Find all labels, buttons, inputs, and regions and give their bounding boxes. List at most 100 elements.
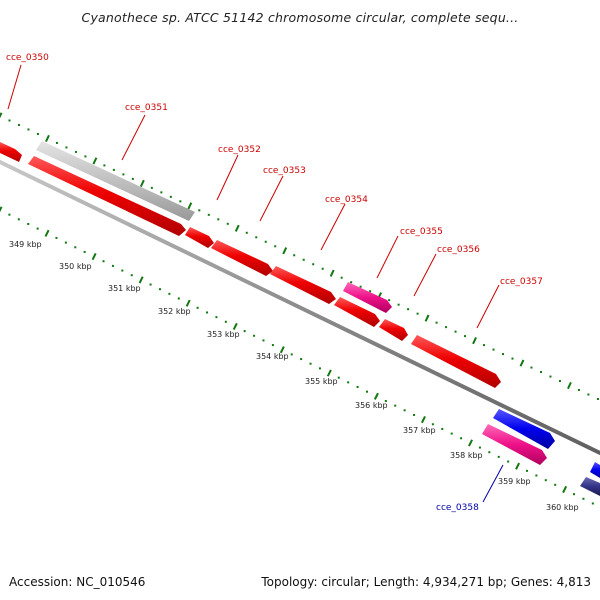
gene-label-cce-0355[interactable]: cce_0355 bbox=[400, 227, 443, 237]
ruler-dot bbox=[492, 348, 495, 351]
gene-label-cce-0353[interactable]: cce_0353 bbox=[263, 166, 306, 176]
gene-label-cce-0357[interactable]: cce_0357 bbox=[500, 277, 543, 287]
gene-label-cce-0351[interactable]: cce_0351 bbox=[125, 103, 168, 113]
gene-feature-cce-0355[interactable] bbox=[334, 297, 380, 327]
ruler-dot bbox=[441, 427, 444, 430]
gene-label-cce-0356[interactable]: cce_0356 bbox=[437, 245, 480, 255]
callout-line-cce-0352 bbox=[216, 154, 239, 201]
tick-label-357: 357 kbp bbox=[403, 426, 436, 435]
ruler-dot bbox=[388, 299, 391, 302]
ruler-dot bbox=[206, 311, 209, 314]
gene-feature-cce-0354[interactable] bbox=[343, 282, 392, 313]
genome-backbone bbox=[0, 160, 600, 455]
ruler-tick bbox=[91, 253, 97, 261]
ruler-dot bbox=[525, 469, 528, 472]
ruler-dot bbox=[55, 236, 58, 239]
tick-label-350: 350 kbp bbox=[59, 262, 92, 271]
ruler-tick bbox=[424, 314, 430, 322]
ruler-dot bbox=[582, 497, 585, 500]
ruler-dot bbox=[179, 200, 182, 203]
tick-label-353: 353 kbp bbox=[207, 330, 240, 339]
ruler-dot bbox=[224, 320, 227, 323]
gene-feature-cce-0353b[interactable] bbox=[270, 266, 336, 304]
ruler-dot bbox=[271, 344, 274, 347]
gene-label-cce-0358[interactable]: cce_0358 bbox=[436, 503, 479, 513]
ruler-dot bbox=[168, 292, 171, 295]
ruler-dot bbox=[302, 258, 305, 261]
gene-feature-blue-1[interactable] bbox=[493, 409, 555, 449]
gene-feature-cce-0353[interactable] bbox=[211, 240, 273, 276]
ruler-dot bbox=[397, 303, 400, 306]
ruler-dot bbox=[8, 213, 11, 216]
outer-ruler-ring bbox=[0, 112, 599, 401]
gene-feature-cce-0358[interactable] bbox=[482, 424, 547, 465]
gene-feature-navy[interactable] bbox=[580, 477, 600, 496]
ruler-tick bbox=[373, 392, 379, 400]
ruler-dot bbox=[177, 297, 180, 300]
ruler-dot bbox=[535, 474, 538, 477]
ruler-dot bbox=[112, 168, 115, 171]
gene-feature-cce-0350[interactable] bbox=[0, 142, 22, 162]
ruler-dot bbox=[300, 358, 303, 361]
ruler-dot bbox=[497, 455, 500, 458]
ruler-dot bbox=[103, 164, 106, 167]
ruler-dot bbox=[83, 250, 86, 253]
gene-feature-blue-2[interactable] bbox=[590, 462, 600, 478]
tick-label-360: 360 kbp bbox=[546, 503, 579, 512]
ruler-tick bbox=[282, 247, 288, 255]
tick-label-355: 355 kbp bbox=[305, 377, 338, 386]
ruler-tick bbox=[185, 299, 191, 307]
ruler-dot bbox=[539, 371, 542, 374]
gene-feature-cce-0351-lower[interactable] bbox=[28, 156, 186, 236]
ruler-dot bbox=[591, 502, 594, 505]
ruler-dot bbox=[340, 276, 343, 279]
ruler-dot bbox=[130, 274, 133, 277]
ruler-tick bbox=[519, 359, 525, 367]
ruler-tick bbox=[45, 134, 50, 143]
ruler-tick bbox=[187, 202, 193, 210]
callout-line-cce-0354 bbox=[320, 203, 346, 251]
ruler-tick bbox=[567, 381, 572, 390]
ruler-dot bbox=[255, 236, 258, 239]
ruler-dot bbox=[350, 281, 353, 284]
ruler-dot bbox=[36, 227, 39, 230]
ruler-dot bbox=[347, 381, 350, 384]
scale-tick-labels: 349 kbp 350 kbp 351 kbp 352 kbp 353 kbp … bbox=[9, 240, 579, 512]
ruler-tick bbox=[234, 224, 240, 232]
ruler-dot bbox=[8, 119, 11, 122]
ruler-dot bbox=[149, 283, 152, 286]
ruler-dot bbox=[507, 460, 510, 463]
ruler-dot bbox=[17, 218, 20, 221]
callout-line-cce-0350 bbox=[7, 64, 22, 110]
ruler-dot bbox=[150, 186, 153, 189]
ruler-dot bbox=[431, 423, 434, 426]
gene-feature-cce-0352[interactable] bbox=[185, 227, 214, 248]
gene-label-cce-0352[interactable]: cce_0352 bbox=[218, 145, 261, 155]
ruler-dot bbox=[511, 357, 514, 360]
ruler-dot bbox=[407, 308, 410, 311]
ruler-dot bbox=[558, 380, 561, 383]
gene-label-cce-0350[interactable]: cce_0350 bbox=[6, 53, 49, 63]
ruler-dot bbox=[215, 316, 218, 319]
ruler-dot bbox=[321, 267, 324, 270]
gene-feature-cce-0351[interactable] bbox=[36, 141, 195, 221]
ruler-dot bbox=[577, 389, 580, 392]
gene-label-cce-0354[interactable]: cce_0354 bbox=[325, 195, 368, 205]
ruler-tick bbox=[138, 276, 144, 284]
ruler-dot bbox=[312, 263, 315, 266]
ruler-tick bbox=[329, 269, 335, 277]
gene-feature-cce-0356[interactable] bbox=[379, 319, 408, 341]
topology-summary-text: Topology: circular; Length: 4,934,271 bp… bbox=[261, 575, 591, 589]
ruler-dot bbox=[102, 260, 105, 263]
ruler-dot bbox=[207, 213, 210, 216]
ruler-dot bbox=[309, 362, 312, 365]
ruler-dot bbox=[596, 398, 599, 401]
ruler-dot bbox=[27, 222, 30, 225]
tick-label-356: 356 kbp bbox=[355, 401, 388, 410]
gene-feature-cce-0357[interactable] bbox=[411, 335, 501, 388]
ruler-dot bbox=[65, 146, 68, 149]
ruler-dot bbox=[84, 155, 87, 158]
ruler-dot bbox=[318, 367, 321, 370]
ruler-tick bbox=[472, 337, 477, 345]
